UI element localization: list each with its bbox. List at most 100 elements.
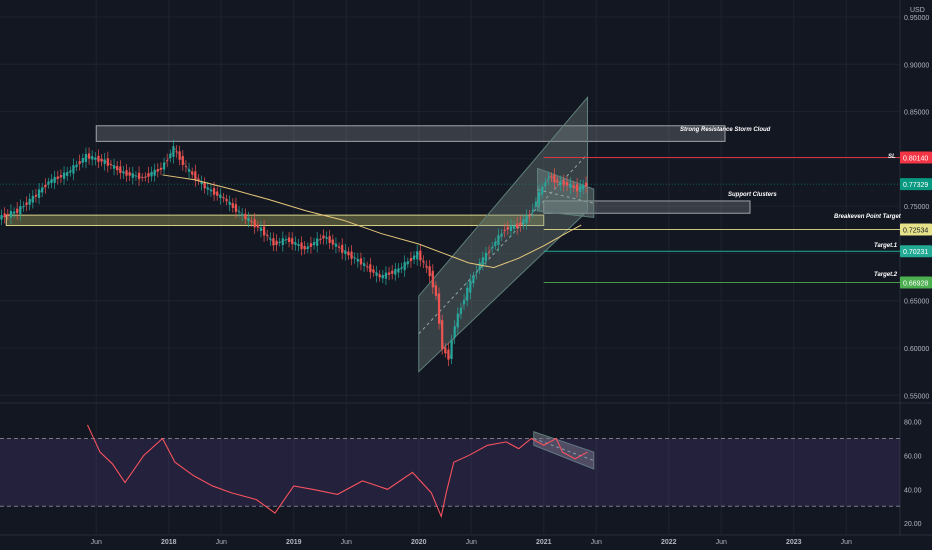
horizontal-lines[interactable]	[0, 157, 900, 283]
candle-body	[297, 244, 300, 246]
candle-body	[537, 191, 541, 205]
candle-body	[478, 262, 481, 271]
candle-body	[31, 195, 34, 203]
candle-body	[516, 223, 519, 229]
candle-body	[497, 235, 500, 245]
candle-body	[306, 246, 309, 250]
support-zone[interactable]	[543, 200, 751, 214]
candle-body	[103, 159, 106, 165]
candle-body	[491, 246, 494, 249]
sl-label: SL	[888, 154, 896, 160]
candle-body	[44, 184, 47, 188]
candle-body	[437, 293, 441, 324]
candle-body	[509, 225, 513, 232]
time-tick-label: Jun	[841, 539, 852, 546]
last-tag-text: 0.77329	[903, 182, 928, 189]
candle-body	[387, 272, 391, 275]
candle-body	[350, 251, 353, 259]
candle-body	[319, 239, 322, 240]
candle-body	[200, 181, 203, 185]
rsi-line	[87, 424, 588, 519]
candle-body	[484, 252, 488, 262]
rsi-pane	[0, 424, 900, 519]
price-axis[interactable]: USD 0.950000.900000.850000.800000.750000…	[904, 7, 929, 400]
candle-body	[0, 214, 3, 220]
sl-tag-text: 0.80140	[903, 156, 928, 163]
target2-tag	[900, 276, 932, 289]
time-tick-label: Jun	[466, 539, 477, 546]
price-tick-label: 0.65000	[904, 299, 929, 306]
candle-body	[456, 313, 459, 328]
candle-body	[216, 191, 219, 196]
candle-body	[203, 182, 206, 189]
time-axis[interactable]: Jun 2018 Jun 2019 Jun 2020 Jun 2021 Jun 2022 Jun 20…	[91, 539, 852, 546]
candle-body	[275, 240, 278, 245]
candle-body	[472, 275, 475, 284]
candle-body	[341, 244, 344, 253]
candle-body	[400, 267, 403, 269]
candle-body	[253, 219, 256, 228]
candle-body	[16, 208, 19, 214]
currency-label: USD	[910, 7, 925, 14]
breakeven-label: Breakeven Point Target	[834, 214, 902, 220]
candle-body	[191, 171, 194, 175]
candle-body	[397, 268, 400, 273]
candle-body	[112, 165, 116, 169]
candle-body	[378, 274, 381, 278]
candle-body	[247, 218, 250, 222]
candle-body	[231, 203, 234, 208]
candle-body	[137, 172, 141, 180]
yellow-zone[interactable]	[5, 214, 545, 227]
candle-body	[166, 160, 169, 161]
rsi-channel[interactable]	[533, 431, 595, 470]
candle-body	[128, 172, 131, 176]
time-tick-label: 2020	[411, 539, 427, 546]
candle-body	[28, 198, 31, 205]
price-tick-label: 0.85000	[904, 110, 929, 117]
rsi-tick-label: 20.00	[904, 521, 922, 528]
candle-body	[403, 261, 406, 271]
time-tick-label: Jun	[716, 539, 727, 546]
candle-body	[266, 234, 269, 236]
candle-body	[119, 166, 122, 174]
price-tick-label: 0.55000	[904, 393, 929, 400]
candle-body	[550, 176, 553, 178]
candle-body	[269, 238, 272, 240]
candle-body	[337, 246, 341, 248]
candle-body	[381, 274, 384, 279]
candle-body	[66, 172, 69, 176]
candle-body	[56, 176, 59, 179]
trend-channels[interactable]	[418, 96, 595, 470]
resistance-zone[interactable]	[95, 125, 726, 142]
candle-body	[225, 198, 228, 202]
candle-body	[109, 164, 113, 166]
time-tick-label: Jun	[91, 539, 102, 546]
candle-body	[281, 238, 284, 246]
last-tag	[900, 178, 932, 191]
target1-tag-text: 0.70231	[903, 249, 928, 256]
candle-body	[25, 202, 28, 205]
rsi-axis[interactable]: 80.00 60.00 40.00 20.00	[904, 420, 922, 529]
candle-body	[434, 285, 438, 296]
zone-boxes[interactable]	[5, 125, 751, 227]
candle-body	[287, 237, 291, 243]
candle-body	[362, 263, 366, 266]
candle-body	[9, 210, 13, 218]
candle-body	[144, 176, 147, 178]
candle-body	[284, 239, 288, 241]
candle-body	[466, 287, 469, 301]
candle-body	[384, 272, 388, 279]
candle-body	[453, 326, 456, 338]
candle-body	[372, 269, 375, 273]
candle-body	[12, 211, 16, 214]
candle-body	[559, 181, 562, 186]
candle-body	[150, 171, 153, 177]
candle-body	[134, 175, 138, 177]
candle-body	[322, 235, 325, 239]
rsi-tick-label: 60.00	[904, 453, 922, 460]
target2-label: Target.2	[874, 272, 898, 278]
candle-body	[353, 257, 356, 259]
candle-body	[506, 226, 509, 230]
annotation-labels: Strong Resistance Storm Cloud Support Cl…	[680, 127, 902, 278]
